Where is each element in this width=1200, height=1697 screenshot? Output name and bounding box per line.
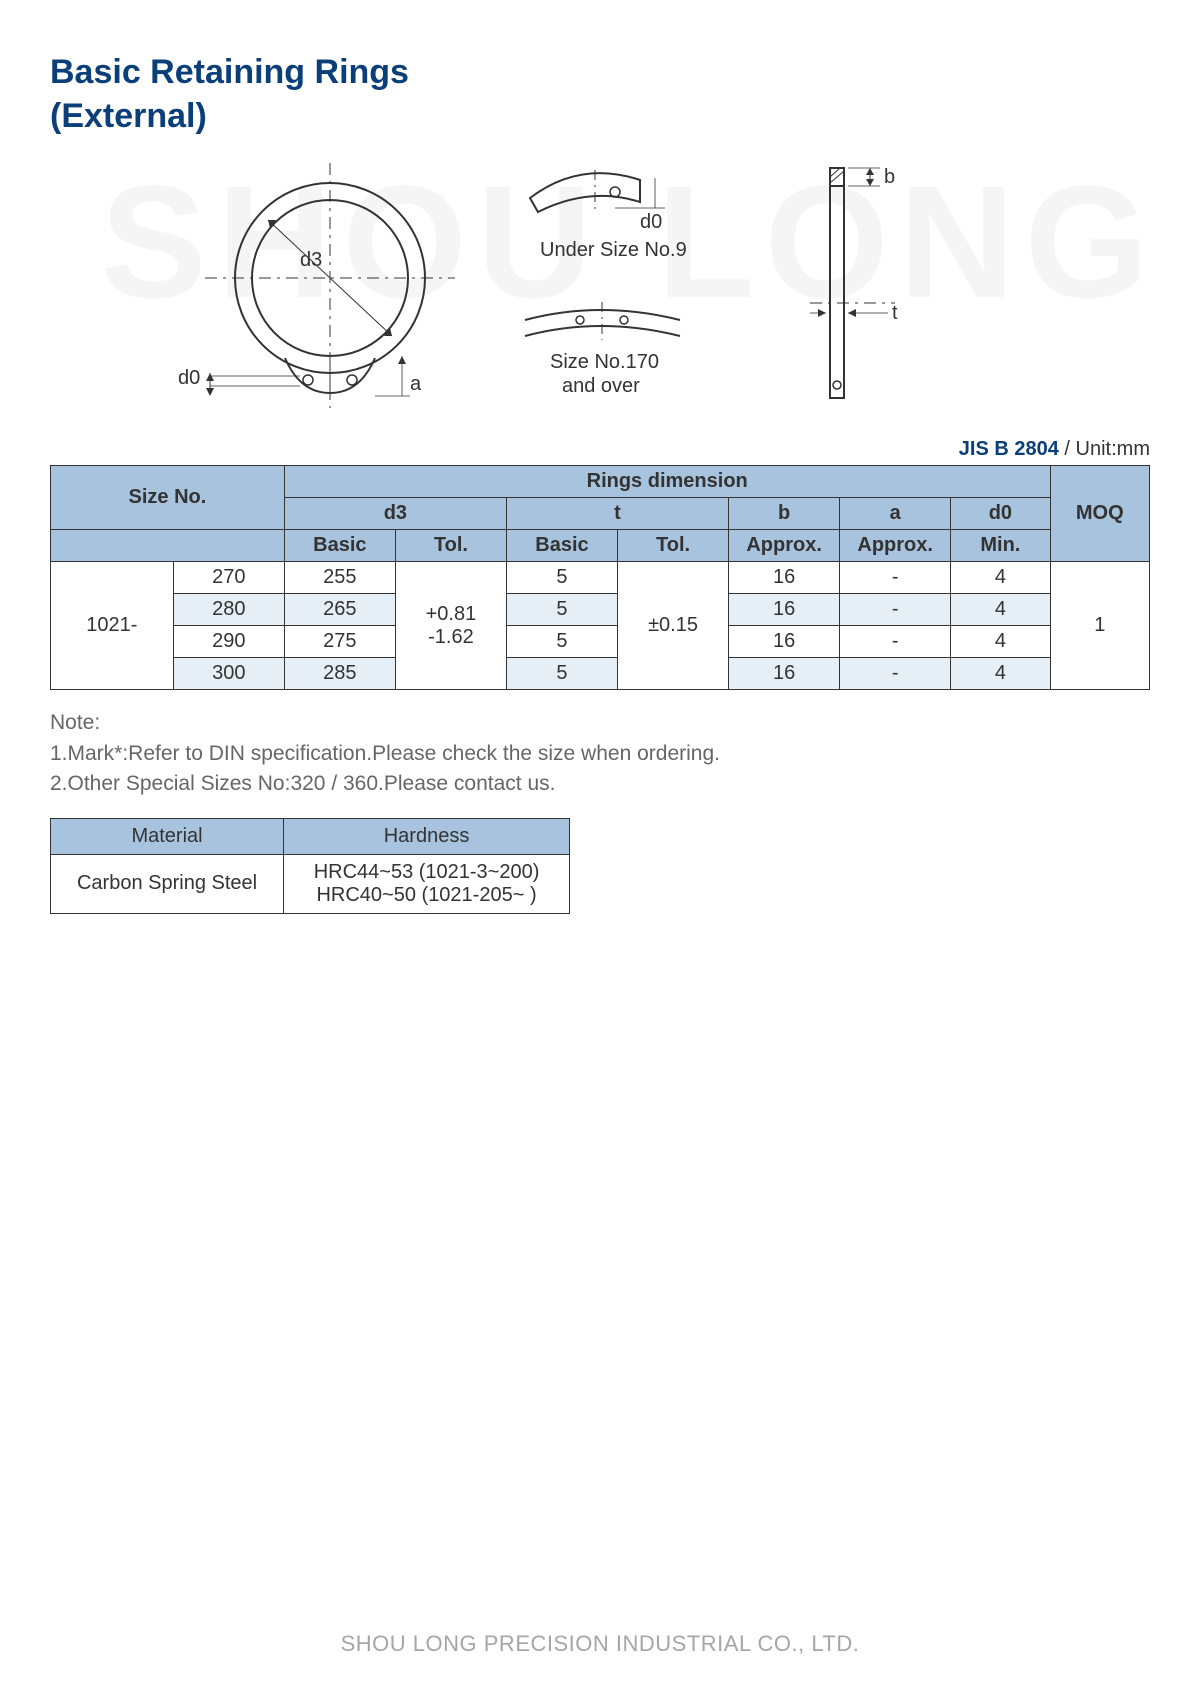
diagram-area: d3 d0 a d0 Under Siz — [150, 158, 1050, 418]
note-line1: 1.Mark*:Refer to DIN specification.Pleas… — [50, 739, 1150, 769]
label-d0-under9: d0 — [640, 211, 662, 233]
th-basic2: Basic — [506, 530, 617, 562]
table-row: 290275 5 16-4 — [51, 626, 1150, 658]
th-d0: d0 — [951, 498, 1050, 530]
cell-a: - — [840, 658, 951, 690]
cell-b: 16 — [729, 562, 840, 594]
th-b: b — [729, 498, 840, 530]
th-tol2: Tol. — [618, 530, 729, 562]
main-ring-diagram: d3 d0 a — [178, 163, 455, 408]
cell-size: 270 — [173, 562, 284, 594]
th-min: Min. — [951, 530, 1050, 562]
th-moq: MOQ — [1050, 466, 1149, 562]
dimension-table: Size No. Rings dimension MOQ d3 t b a d0… — [50, 465, 1150, 690]
cell-size: 290 — [173, 626, 284, 658]
table-row: 1021-270255+0.81-1.625±0.1516-41 — [51, 562, 1150, 594]
cell-size: 280 — [173, 594, 284, 626]
th-material: Material — [51, 818, 284, 854]
th-basic1: Basic — [284, 530, 395, 562]
hardness-line1: HRC44~53 (1021-3~200) — [314, 861, 540, 883]
under9-diagram: d0 Under Size No.9 — [530, 170, 687, 261]
label-under9: Under Size No.9 — [540, 239, 687, 261]
cell-moq: 1 — [1050, 562, 1149, 690]
spec-unit: / Unit:mm — [1059, 438, 1150, 460]
cell-d0: 4 — [951, 658, 1050, 690]
note-title: Note: — [50, 708, 1150, 738]
label-over170-2: and over — [562, 375, 640, 397]
hardness-line2: HRC40~50 (1021-205~ ) — [316, 884, 536, 906]
th-rings-dim: Rings dimension — [284, 466, 1050, 498]
table-row: 280265 5 16-4 — [51, 594, 1150, 626]
cell-t: 5 — [506, 562, 617, 594]
cell-t: 5 — [506, 658, 617, 690]
cell-d3: 265 — [284, 594, 395, 626]
title-line1: Basic Retaining Rings — [50, 53, 409, 91]
th-size-no: Size No. — [51, 466, 285, 530]
cell-d0: 4 — [951, 594, 1050, 626]
page-title: Basic Retaining Rings (External) — [50, 50, 1150, 138]
label-over170-1: Size No.170 — [550, 351, 659, 373]
label-t: t — [892, 302, 898, 324]
label-d0-main: d0 — [178, 367, 200, 389]
cell-a: - — [840, 594, 951, 626]
diagram-svg: d3 d0 a d0 Under Siz — [150, 158, 1050, 418]
cell-b: 16 — [729, 594, 840, 626]
cell-d3: 275 — [284, 626, 395, 658]
material-table: Material Hardness Carbon Spring Steel HR… — [50, 818, 570, 914]
cell-t: 5 — [506, 626, 617, 658]
note-block: Note: 1.Mark*:Refer to DIN specification… — [50, 708, 1150, 799]
cell-d3: 285 — [284, 658, 395, 690]
th-hardness: Hardness — [284, 818, 570, 854]
cell-d0: 4 — [951, 626, 1050, 658]
cell-d3-tol: +0.81-1.62 — [395, 562, 506, 690]
cell-b: 16 — [729, 658, 840, 690]
cell-a: - — [840, 562, 951, 594]
cell-d3: 255 — [284, 562, 395, 594]
label-b: b — [884, 166, 895, 188]
th-approx2: Approx. — [840, 530, 951, 562]
cell-t-tol: ±0.15 — [618, 562, 729, 690]
td-hardness: HRC44~53 (1021-3~200) HRC40~50 (1021-205… — [284, 854, 570, 913]
td-material: Carbon Spring Steel — [51, 854, 284, 913]
spec-code: JIS B 2804 — [959, 438, 1059, 460]
th-tol1: Tol. — [395, 530, 506, 562]
cell-prefix: 1021- — [51, 562, 174, 690]
label-d3: d3 — [300, 249, 322, 271]
cell-a: - — [840, 626, 951, 658]
th-approx1: Approx. — [729, 530, 840, 562]
cell-b: 16 — [729, 626, 840, 658]
th-a: a — [840, 498, 951, 530]
cell-d0: 4 — [951, 562, 1050, 594]
title-line2: (External) — [50, 97, 207, 135]
cell-size: 300 — [173, 658, 284, 690]
table-row: 300285 5 16-4 — [51, 658, 1150, 690]
side-profile-diagram: b t — [810, 166, 898, 398]
over170-diagram: Size No.170 and over — [525, 302, 680, 397]
th-t: t — [506, 498, 728, 530]
footer-company: SHOU LONG PRECISION INDUSTRIAL CO., LTD. — [0, 1631, 1200, 1657]
th-d3: d3 — [284, 498, 506, 530]
note-line2: 2.Other Special Sizes No:320 / 360.Pleas… — [50, 769, 1150, 799]
label-a: a — [410, 373, 422, 395]
spec-line: JIS B 2804 / Unit:mm — [50, 438, 1150, 461]
cell-t: 5 — [506, 594, 617, 626]
